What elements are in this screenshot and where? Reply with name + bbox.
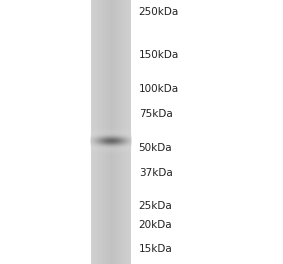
Text: 250kDa: 250kDa <box>139 7 179 17</box>
Text: 150kDa: 150kDa <box>139 50 179 60</box>
Text: 15kDa: 15kDa <box>139 244 172 254</box>
Text: 37kDa: 37kDa <box>139 168 172 178</box>
Text: 50kDa: 50kDa <box>139 143 172 153</box>
Text: 75kDa: 75kDa <box>139 109 172 119</box>
Text: 20kDa: 20kDa <box>139 220 172 230</box>
Text: 100kDa: 100kDa <box>139 84 179 94</box>
Text: 25kDa: 25kDa <box>139 201 172 211</box>
